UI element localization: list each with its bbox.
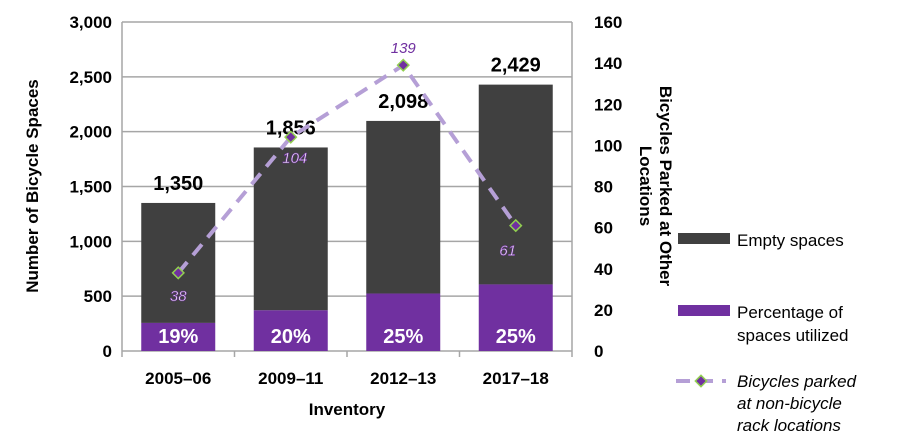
y2-tick-label: 160 (594, 13, 622, 32)
y-tick-label: 2,500 (69, 68, 112, 87)
bar-empty-spaces (366, 120, 441, 294)
line-marker (284, 130, 298, 144)
x-tick-label: 2005–06 (145, 369, 211, 388)
legend-swatch-empty (678, 233, 730, 244)
y-axis-title: Number of Bicycle Spaces (23, 79, 42, 293)
utilized-label: 19% (158, 326, 198, 348)
line-marker (509, 218, 523, 233)
y2-tick-label: 0 (594, 342, 603, 361)
y2-tick-label: 20 (594, 301, 613, 320)
x-tick-label: 2009–11 (258, 369, 323, 388)
line-marker (171, 266, 185, 280)
y-tick-label: 1,000 (69, 232, 112, 251)
y-tick-label: 3,000 (69, 13, 112, 32)
total-label: 1,856 (266, 117, 316, 139)
y2-tick-label: 40 (594, 260, 613, 279)
bar-empty-spaces (253, 147, 328, 311)
bar-utilized (366, 293, 441, 351)
legend-label-line: Bicycles parked at non-bicycle rack locati… (737, 372, 857, 435)
x-tick-label: 2017–18 (483, 369, 549, 388)
y-tick-label: 1,500 (69, 178, 112, 197)
y2-tick-label: 100 (594, 136, 622, 155)
bar-utilized (478, 284, 553, 351)
bar-utilized (141, 322, 216, 351)
y2-tick-label: 120 (594, 95, 622, 114)
y2-tick-label: 140 (594, 54, 622, 73)
total-label: 1,350 (153, 173, 203, 195)
line-data-label: 104 (282, 150, 307, 167)
utilized-label: 20% (271, 326, 311, 348)
line-data-label: 61 (499, 243, 516, 260)
y2-tick-label: 80 (594, 178, 613, 197)
y-tick-label: 2,000 (69, 123, 112, 142)
total-label: 2,429 (491, 55, 541, 77)
y-tick-label: 500 (84, 287, 112, 306)
line-data-label: 38 (170, 288, 187, 305)
x-tick-label: 2012–13 (370, 369, 436, 388)
total-label: 2,098 (378, 91, 428, 113)
bar-utilized (253, 310, 328, 351)
y2-axis-title: Bicycles Parked at OtherLocations (636, 86, 675, 287)
x-axis-title: Inventory (309, 400, 386, 419)
bar-empty-spaces (478, 84, 553, 285)
legend-label-utilized: Percentage of spaces utilized (737, 303, 849, 345)
legend-marker (694, 374, 708, 388)
line-data-label: 139 (391, 40, 417, 57)
bar-empty-spaces (141, 202, 216, 323)
line-series (176, 62, 518, 275)
utilized-label: 25% (383, 326, 423, 348)
legend-swatch-utilized (678, 305, 730, 316)
y2-tick-label: 60 (594, 219, 613, 238)
line-marker (396, 58, 410, 72)
y-tick-label: 0 (103, 342, 112, 361)
legend-label-empty: Empty spaces (737, 231, 844, 250)
utilized-label: 25% (496, 326, 536, 348)
